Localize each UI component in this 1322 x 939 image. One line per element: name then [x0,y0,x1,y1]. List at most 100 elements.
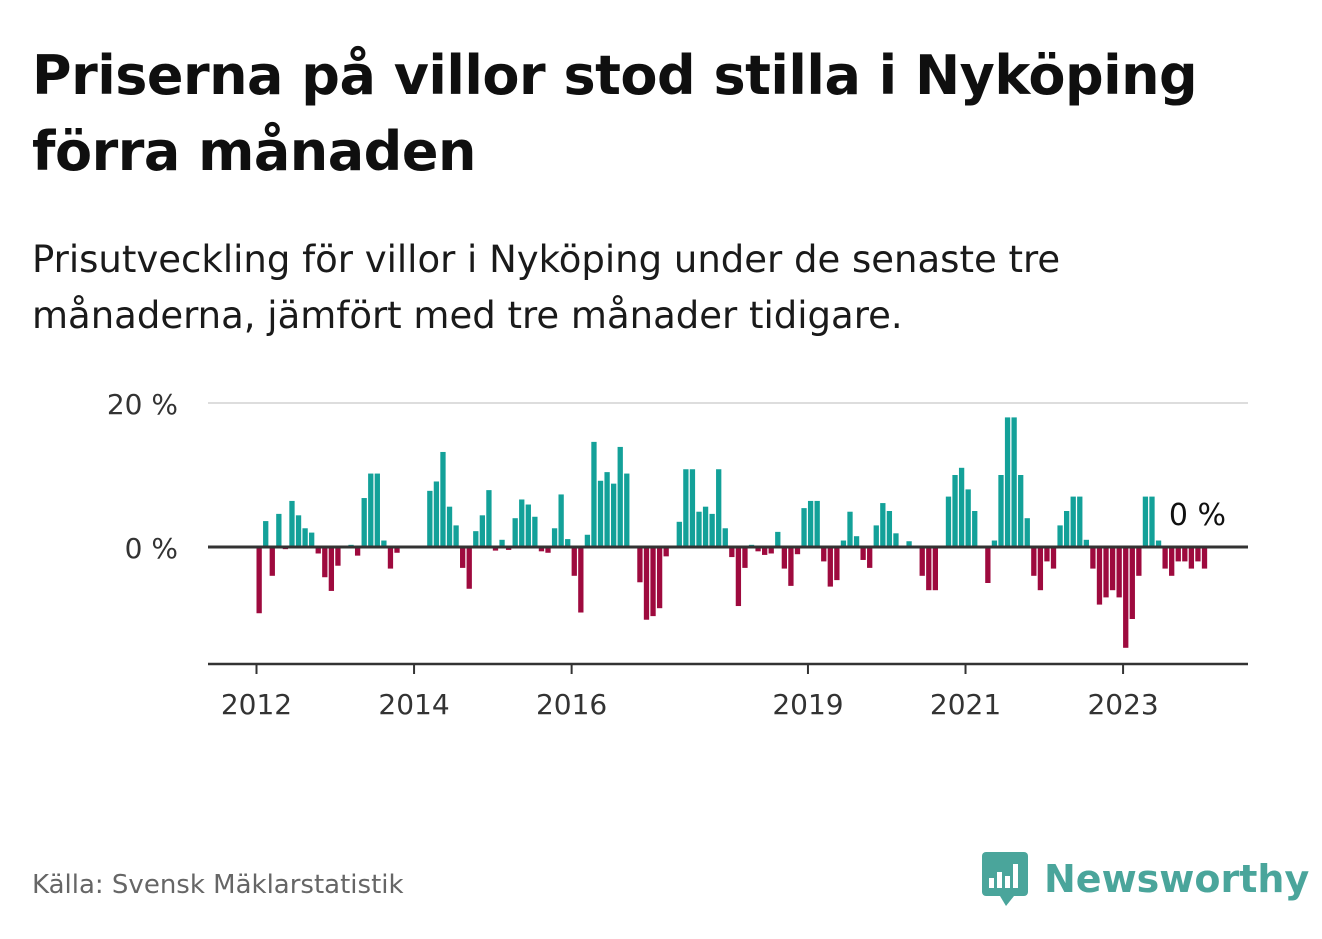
bar [519,499,525,547]
x-tick-label: 2012 [221,688,292,721]
bar [1044,547,1050,562]
bar [893,533,899,547]
bar [972,511,978,547]
source-note: Källa: Svensk Mäklarstatistik [32,870,404,900]
bar [1175,547,1181,562]
bar [663,547,669,557]
bar [853,536,860,547]
bar [656,547,663,609]
bar [702,506,709,547]
bar [263,521,269,547]
bar [617,446,623,547]
bar [433,481,440,547]
bar [985,547,991,583]
y-tick-label: 20 % [107,388,178,421]
bar [821,547,827,562]
bar [860,547,866,560]
last-value-label: 0 % [1169,498,1226,533]
bar [1136,547,1142,576]
x-tick-label: 2023 [1087,688,1158,721]
bar [446,506,453,547]
bar [958,467,965,547]
bar [762,547,768,555]
bar [1129,547,1135,619]
bar [565,539,571,547]
bar [309,532,315,547]
bar [788,547,794,586]
bar [768,547,774,554]
bar [1077,496,1083,547]
bar [381,540,387,547]
bar [794,547,801,555]
brand-logo: Newsworthy [980,850,1309,908]
bar [1109,547,1116,591]
bar [1018,475,1024,547]
bar [1116,547,1122,598]
bar [722,528,728,547]
bar [840,540,847,547]
bar [834,547,840,581]
bar [289,500,295,547]
bar [486,490,492,547]
bar [926,547,932,591]
bar [689,469,696,547]
bar [368,473,374,547]
bar [1050,547,1057,569]
bar [814,500,820,547]
bar [827,547,833,587]
bar [466,547,472,589]
bar [302,528,308,547]
bar [880,503,886,547]
bar [932,547,938,591]
bar [945,496,952,547]
bar [716,469,722,547]
bar [460,547,466,568]
bar [847,511,853,547]
bar [479,515,486,547]
bar [394,547,400,553]
bar [742,547,748,568]
bar [998,475,1004,547]
bar [427,490,433,547]
bar [650,547,656,617]
bar [1201,547,1208,569]
bar [643,547,650,620]
bar [1004,417,1011,547]
bar [683,469,689,547]
bar [545,547,551,553]
bar [1103,547,1109,598]
bar [873,525,879,547]
y-tick-label: 0 % [125,532,178,565]
bar [775,531,781,547]
bar [1149,496,1155,547]
bar [676,521,682,547]
bar [315,547,321,554]
bar [867,547,873,568]
bar [584,534,591,547]
bar [335,547,341,566]
bar [1037,547,1044,591]
bar [1169,547,1175,576]
x-tick-label: 2014 [378,688,449,721]
bar [538,547,545,552]
bar [886,511,893,547]
bar [532,516,538,547]
bar [328,547,335,591]
chart-subtitle: Prisutveckling för villor i Nyköping und… [32,238,1061,337]
bar [729,547,735,558]
bar [1123,547,1129,648]
bar [696,511,702,547]
bar [276,513,282,547]
bar [735,547,742,607]
bar [578,547,584,613]
bar-chart: 0 % 20 % 2012 2014 2016 2019 2021 2023 0 % [107,388,1248,721]
bar [1090,547,1096,569]
newsworthy-logo-icon [982,852,1028,906]
bar [906,541,912,547]
bar [269,547,275,576]
bar [1024,518,1030,547]
bar [597,480,604,547]
bar [512,518,518,547]
bar [591,441,597,547]
bar [709,513,715,547]
